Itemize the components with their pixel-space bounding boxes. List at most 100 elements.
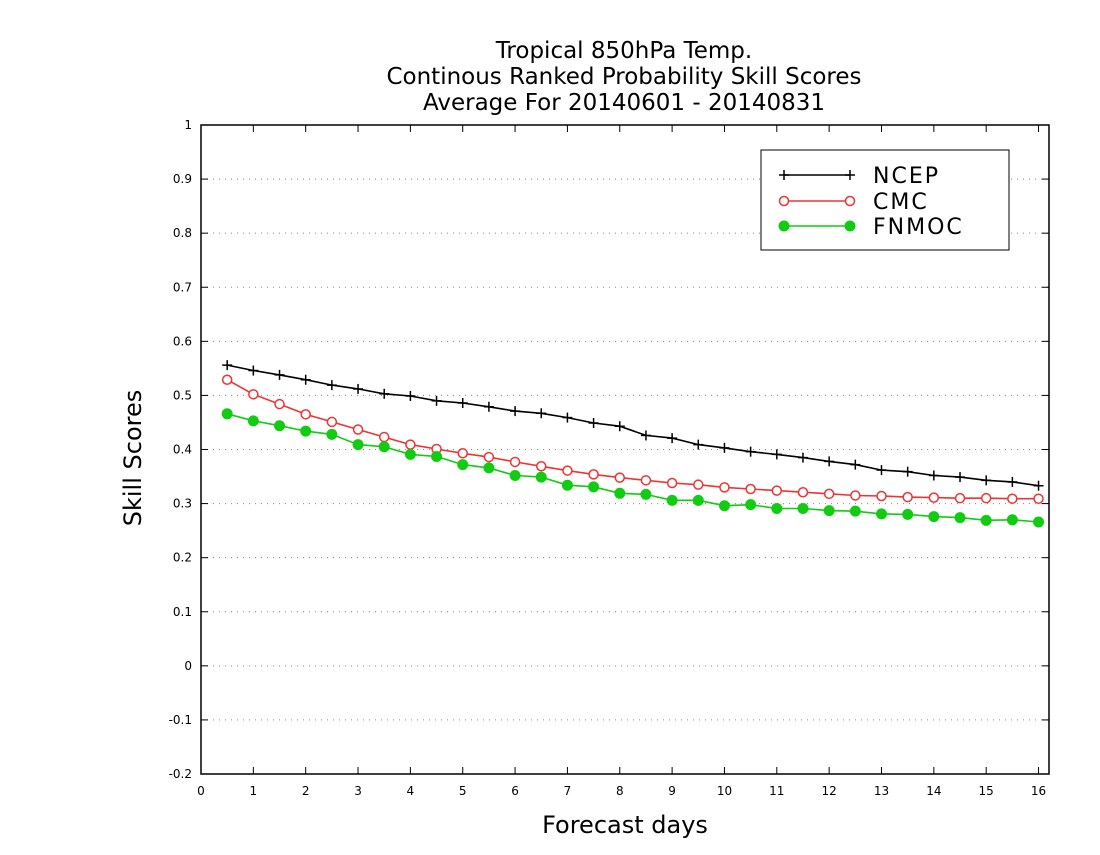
- data-point-cmc: [640, 475, 652, 486]
- data-point-ncep: [1033, 480, 1044, 491]
- data-point-cmc: [378, 431, 390, 443]
- data-point-cmc: [300, 409, 311, 420]
- y-tick-label: 0.5: [173, 388, 192, 402]
- data-point-fnmoc: [509, 469, 521, 481]
- data-point-ncep: [588, 417, 599, 428]
- x-axis-title: Forecast days: [542, 811, 708, 839]
- data-point-ncep: [771, 449, 782, 460]
- data-point-ncep: [405, 390, 416, 401]
- data-point-fnmoc: [535, 471, 547, 483]
- series-fnmoc: [221, 408, 1045, 528]
- y-axis-title: Skill Scores: [119, 390, 147, 527]
- data-point-cmc: [954, 492, 966, 504]
- data-point-cmc: [719, 482, 730, 493]
- x-tick-label: 14: [926, 784, 941, 798]
- y-tick-label: -0.2: [169, 767, 192, 781]
- x-tick-label: 2: [302, 784, 310, 798]
- data-point-ncep: [824, 456, 835, 467]
- x-tick-label: 11: [769, 784, 784, 798]
- data-point-cmc: [1007, 493, 1018, 504]
- series-layer: [221, 360, 1045, 528]
- legend-item-ncep: NCEP: [779, 164, 940, 189]
- data-point-fnmoc: [745, 499, 757, 511]
- data-point-fnmoc: [561, 479, 573, 491]
- legend-label-cmc: CMC: [873, 190, 929, 215]
- data-point-ncep: [379, 388, 390, 399]
- legend-marker-cmc: [778, 195, 790, 207]
- x-tick-label: 6: [511, 784, 519, 798]
- data-point-fnmoc: [221, 408, 233, 420]
- data-point-ncep: [614, 421, 625, 432]
- legend-marker-fnmoc: [844, 220, 856, 232]
- data-point-cmc: [562, 465, 573, 476]
- data-point-cmc: [457, 448, 468, 459]
- data-point-cmc: [274, 398, 285, 410]
- chart-title-line-2: Continous Ranked Probability Skill Score…: [386, 64, 861, 90]
- data-point-cmc: [248, 389, 259, 400]
- data-point-ncep: [274, 369, 285, 380]
- data-point-fnmoc: [718, 500, 730, 512]
- data-point-ncep: [745, 446, 756, 457]
- data-point-fnmoc: [849, 505, 861, 517]
- data-point-fnmoc: [928, 511, 940, 523]
- x-tick-label: 16: [1031, 784, 1046, 798]
- data-point-ncep: [640, 430, 651, 441]
- series-ncep: [222, 360, 1044, 491]
- data-point-fnmoc: [954, 512, 966, 524]
- data-point-fnmoc: [483, 462, 495, 474]
- data-point-cmc: [850, 490, 861, 501]
- series-line-cmc: [226, 379, 1039, 500]
- data-point-fnmoc: [875, 508, 887, 520]
- data-point-ncep: [562, 412, 573, 423]
- data-point-cmc: [693, 479, 704, 490]
- data-point-cmc: [928, 492, 940, 503]
- data-point-fnmoc: [247, 415, 259, 427]
- data-point-fnmoc: [457, 459, 469, 471]
- data-point-fnmoc: [797, 502, 809, 514]
- data-point-cmc: [902, 491, 913, 503]
- data-point-cmc: [745, 483, 756, 495]
- data-point-ncep: [510, 406, 521, 417]
- legend-box: [760, 149, 1010, 251]
- data-point-cmc: [771, 485, 783, 496]
- x-tick-label: 15: [979, 784, 994, 798]
- data-point-ncep: [876, 465, 887, 476]
- y-tick-label: 0.7: [173, 280, 192, 294]
- data-point-cmc: [352, 424, 364, 435]
- x-tick-label: 9: [668, 784, 676, 798]
- data-point-ncep: [326, 380, 337, 391]
- data-point-cmc: [535, 461, 547, 472]
- data-point-ncep: [300, 374, 311, 385]
- legend-marker-fnmoc: [778, 220, 790, 232]
- legend-item-cmc: CMC: [778, 190, 929, 215]
- data-point-fnmoc: [274, 420, 286, 432]
- x-tick-label: 7: [564, 784, 572, 798]
- data-point-ncep: [483, 401, 494, 412]
- data-point-cmc: [483, 451, 495, 463]
- data-point-ncep: [693, 439, 704, 450]
- y-tick-label: 0.2: [173, 551, 192, 565]
- legend-label-ncep: NCEP: [873, 164, 940, 189]
- data-point-cmc: [221, 374, 233, 385]
- data-point-fnmoc: [823, 505, 835, 517]
- legend-marker-ncep: [845, 170, 855, 180]
- chart-title-line-3: Average For 20140601 - 20140831: [423, 90, 825, 116]
- data-point-ncep: [667, 433, 678, 444]
- y-tick-label: 0.3: [173, 497, 192, 511]
- data-point-ncep: [536, 408, 547, 419]
- y-tick-label: 0.8: [173, 226, 192, 240]
- x-tick-label: 12: [822, 784, 837, 798]
- data-point-cmc: [876, 490, 887, 502]
- data-point-ncep: [719, 442, 730, 453]
- data-point-fnmoc: [300, 425, 312, 437]
- data-point-ncep: [850, 459, 861, 470]
- data-point-fnmoc: [692, 494, 704, 506]
- y-tick-label: 0.4: [173, 443, 192, 457]
- data-point-ncep: [928, 470, 939, 481]
- y-tick-label: 0.1: [173, 605, 192, 619]
- legend-item-fnmoc: FNMOC: [778, 215, 962, 240]
- data-point-fnmoc: [771, 502, 783, 514]
- data-point-cmc: [588, 469, 599, 480]
- data-point-fnmoc: [666, 494, 678, 506]
